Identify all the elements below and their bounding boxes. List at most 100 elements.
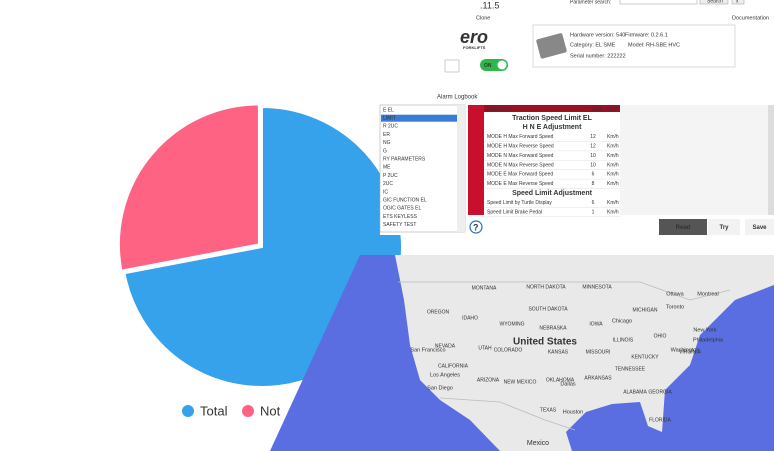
device-info: Hardware version: 540 <box>570 32 625 38</box>
list-item: P 2UC <box>383 173 398 179</box>
map-label: KENTUCKY <box>631 354 659 360</box>
device-info: Serial number: 222222 <box>570 53 626 59</box>
table-section: Traction Speed Limit EL <box>512 115 592 122</box>
table-cell: 10 <box>590 153 596 159</box>
table-cell: 12 <box>590 144 596 150</box>
help-text: ? <box>473 222 479 232</box>
button[interactable]: Save <box>752 225 767 231</box>
map-label: ALABAMA <box>623 389 647 395</box>
logo-sub: FORKLIFTS <box>463 45 486 50</box>
map-label: OREGON <box>427 309 450 315</box>
table-cell: MODE N Max Reverse Speed <box>487 162 554 168</box>
button[interactable]: Read <box>676 225 691 231</box>
table-cell: MODE N Max Forward Speed <box>487 153 554 159</box>
map-label: FLORIDA <box>649 417 671 423</box>
map-label: TEXAS <box>540 407 557 413</box>
map-label: OHIO <box>654 333 667 339</box>
list-scroll <box>457 105 465 232</box>
map-label: MONTANA <box>472 285 497 291</box>
table-cell: MODE E Max Forward Speed <box>487 172 553 178</box>
legend-swatch <box>182 405 194 417</box>
map-label: Houston <box>563 409 584 415</box>
land <box>395 255 774 451</box>
map-label: CALIFORNIA <box>438 363 469 369</box>
list-item: ER <box>383 132 390 138</box>
table-gutter <box>468 105 484 215</box>
legend-swatch <box>242 405 254 417</box>
list-box <box>379 104 466 233</box>
map-label: IDAHO <box>462 315 478 321</box>
list-item: 2UC <box>383 181 393 187</box>
map-label: TENNESSEE <box>615 366 646 372</box>
map-label: Washington <box>671 347 700 353</box>
pie-slice <box>117 103 260 272</box>
map-label: ARIZONA <box>477 377 500 383</box>
table-cell: MODE E Max Reverse Speed <box>487 181 554 187</box>
table-cell: Km/h <box>607 162 619 168</box>
device-info: Model: RH-SBE HVC <box>628 42 680 48</box>
map-label: MICHIGAN <box>633 307 658 313</box>
logo: ero <box>460 27 488 47</box>
map-label: San Diego <box>427 385 453 391</box>
search-input <box>619 0 698 5</box>
table-header: UoM <box>607 106 618 112</box>
list-item: GIC FUNCTION EL <box>383 198 427 204</box>
list-item: R 2UC <box>383 124 398 130</box>
map-label: VIRGINIA <box>679 349 702 355</box>
table-cell: 6 <box>592 200 595 206</box>
table-cell: Km/h <box>607 153 619 159</box>
list-item: ME <box>383 165 391 171</box>
tab: Alarm Logbook <box>437 95 478 101</box>
table-cell: 8 <box>592 181 595 187</box>
map: MONTANA NORTH DAKOTA MINNESOTA OREGON IDAHO W… <box>270 255 774 451</box>
map-country: Mexico <box>527 440 549 447</box>
table-cell: Km/h <box>607 181 619 187</box>
clear-button-bg <box>731 0 745 5</box>
documentation: Documentation <box>732 15 769 21</box>
list-item: LIMIT <box>383 116 396 122</box>
map-label: ARKANSAS <box>584 375 612 381</box>
list-item: E EL <box>383 107 394 113</box>
legend-label: Not <box>260 403 281 418</box>
map-label: NEBRASKA <box>539 325 567 331</box>
map-label: NEW MEXICO <box>504 379 537 385</box>
map-label: Dallas <box>560 381 576 387</box>
map-label: IOWA <box>589 321 603 327</box>
button[interactable]: Try <box>719 225 729 231</box>
map-label: UTAH <box>478 345 492 351</box>
map-label: MINNESOTA <box>582 284 612 290</box>
device-info: Firmware: 0.2.6.1 <box>625 32 668 38</box>
button-bg <box>708 219 740 235</box>
toggle-knob <box>497 60 507 70</box>
map-label: OKLAHOMA <box>546 377 575 383</box>
table-scroll <box>768 105 774 215</box>
map-label: MISSOURI <box>586 349 611 355</box>
map-label: Toronto <box>666 304 684 310</box>
list-item: NG <box>383 140 391 146</box>
list-item: RY PARAMETERS <box>383 157 426 163</box>
map-label: San Francisco <box>410 347 445 353</box>
map-label: Ottawa <box>666 291 684 297</box>
map-country: United States <box>513 337 577 348</box>
table-cell: Km/h <box>607 209 619 215</box>
list-item: IC <box>383 189 388 195</box>
map-label: Chicago <box>612 318 632 324</box>
list-item: G <box>383 148 387 154</box>
table-header: Value <box>591 106 604 112</box>
list-selected <box>381 114 457 122</box>
map-label: NEVADA <box>435 343 456 349</box>
toggle-label: ON <box>484 63 492 69</box>
border <box>398 281 731 301</box>
table-cell: MODE H Max Reverse Speed <box>487 144 554 150</box>
list-item: SAFETY TEST <box>383 222 416 228</box>
map-label: SOUTH DAKOTA <box>528 306 568 312</box>
button-bg <box>745 219 774 235</box>
table-cell: Speed Limit by Turtle Display <box>487 200 552 206</box>
info-box <box>532 24 736 68</box>
dropdown <box>444 59 460 73</box>
list-item: OGIC GATES EL <box>383 206 421 212</box>
table-cell: MODE H Max Forward Speed <box>487 134 554 140</box>
clear-button: x <box>736 0 739 4</box>
search-button-bg <box>699 0 729 5</box>
